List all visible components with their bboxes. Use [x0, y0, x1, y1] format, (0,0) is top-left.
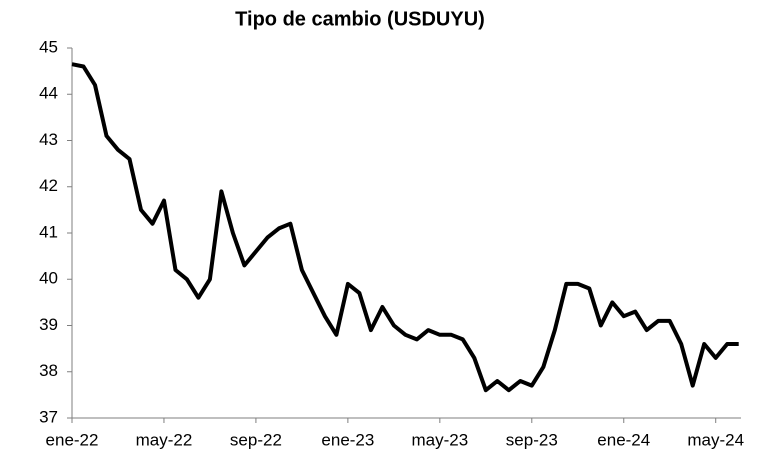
x-tick-label: ene-23 [321, 430, 374, 449]
y-tick-label: 39 [39, 315, 58, 334]
x-tick-label: may-24 [687, 430, 744, 449]
y-tick-label: 45 [39, 37, 58, 56]
y-tick-label: 43 [39, 130, 58, 149]
x-tick-label: ene-22 [46, 430, 99, 449]
y-tick-label: 37 [39, 407, 58, 426]
x-tick-label: ene-24 [597, 430, 650, 449]
y-tick-label: 42 [39, 176, 58, 195]
x-tick-label: sep-22 [230, 430, 282, 449]
y-tick-label: 38 [39, 361, 58, 380]
chart-title: Tipo de cambio (USDUYU) [235, 8, 485, 30]
x-tick-label: may-22 [136, 430, 193, 449]
y-tick-label: 41 [39, 222, 58, 241]
series-line [71, 62, 739, 393]
y-tick-label: 44 [39, 84, 58, 103]
y-tick-label: 40 [39, 269, 58, 288]
x-tick-label: may-23 [411, 430, 468, 449]
x-tick-label: sep-23 [506, 430, 558, 449]
